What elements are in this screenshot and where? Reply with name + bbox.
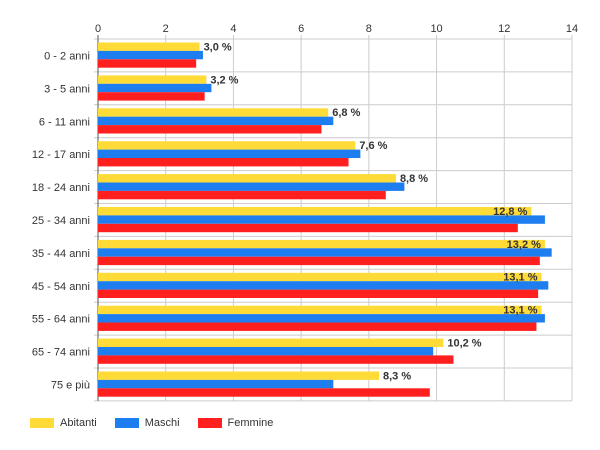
bar-femmine xyxy=(98,256,540,266)
category-label: 3 - 5 anni xyxy=(44,83,90,95)
category-label: 25 - 34 anni xyxy=(32,215,90,227)
bar-maschi xyxy=(98,248,552,257)
legend-label-abitanti: Abitanti xyxy=(60,417,97,429)
y-axis-category-labels: 0 - 2 anni 3 - 5 anni 6 - 11 anni 12 - 17 a… xyxy=(32,50,90,391)
data-label: 3,0 % xyxy=(204,41,232,53)
data-label: 12,8 % xyxy=(493,206,527,218)
category-label: 6 - 11 anni xyxy=(39,116,90,128)
bar-abitanti xyxy=(98,371,380,380)
bar-femmine xyxy=(98,388,430,397)
data-label: 7,6 % xyxy=(359,140,387,152)
bar-abitanti xyxy=(98,174,396,183)
bar-femmine xyxy=(98,190,386,200)
bar-abitanti xyxy=(98,272,542,282)
bar-abitanti xyxy=(98,207,532,216)
grid-lines xyxy=(94,35,573,402)
x-tick-label: 14 xyxy=(566,23,578,35)
bar-abitanti xyxy=(98,141,356,150)
bar-femmine xyxy=(98,289,539,298)
x-tick-label: 10 xyxy=(430,23,442,35)
bar-maschi xyxy=(98,281,549,290)
x-axis-tick-labels: 0 2 4 6 8 10 12 14 xyxy=(95,23,578,35)
bar-femmine xyxy=(98,158,349,167)
data-labels: 3,0 % 3,2 % 6,8 % 7,6 % 8,8 % 12,8 % 13,2 % 13,… xyxy=(204,41,542,382)
bar-abitanti xyxy=(98,108,329,117)
bar-maschi xyxy=(98,149,361,158)
data-label: 13,1 % xyxy=(503,305,537,317)
category-label: 0 - 2 anni xyxy=(44,50,90,62)
legend-label-femmine: Femmine xyxy=(227,417,274,429)
x-tick-label: 6 xyxy=(298,23,304,35)
data-label: 13,2 % xyxy=(507,239,541,251)
bar-femmine xyxy=(98,322,537,331)
bars xyxy=(98,42,552,397)
category-label: 65 - 74 anni xyxy=(32,347,90,359)
data-label: 10,2 % xyxy=(447,338,481,350)
category-label: 45 - 54 anni xyxy=(32,281,90,293)
bar-abitanti xyxy=(98,42,200,51)
category-label: 55 - 64 anni xyxy=(32,314,90,326)
bar-abitanti xyxy=(98,338,444,347)
x-tick-label: 2 xyxy=(163,23,169,35)
bar-femmine xyxy=(98,355,454,364)
x-tick-label: 4 xyxy=(230,23,236,35)
legend-swatch-maschi xyxy=(114,418,139,428)
data-label: 13,1 % xyxy=(503,272,537,284)
bar-femmine xyxy=(98,59,197,68)
data-label: 8,8 % xyxy=(400,173,428,185)
legend-item-maschi: Maschi xyxy=(114,417,180,429)
category-label: 12 - 17 anni xyxy=(32,149,90,161)
bar-abitanti xyxy=(98,305,542,315)
x-tick-label: 12 xyxy=(498,23,510,35)
data-label: 8,3 % xyxy=(383,370,411,382)
bar-maschi xyxy=(98,116,334,126)
legend: Abitanti Maschi Femmine xyxy=(30,417,273,429)
legend-label-maschi: Maschi xyxy=(144,417,180,429)
bar-femmine xyxy=(98,223,518,233)
legend-swatch-abitanti xyxy=(30,418,54,428)
data-label: 6,8 % xyxy=(332,107,360,119)
legend-item-abitanti: Abitanti xyxy=(30,417,97,429)
legend-item-femmine: Femmine xyxy=(197,417,274,429)
bar-abitanti xyxy=(98,75,207,84)
bar-maschi xyxy=(98,215,545,224)
bar-maschi xyxy=(98,83,212,93)
legend-swatch-femmine xyxy=(197,418,222,428)
bar-maschi xyxy=(98,314,545,323)
data-label: 3,2 % xyxy=(210,74,238,86)
bar-maschi xyxy=(98,50,203,60)
bar-maschi xyxy=(98,347,434,356)
category-label: 35 - 44 anni xyxy=(32,248,90,260)
category-label: 75 e più xyxy=(51,379,90,391)
category-label: 18 - 24 anni xyxy=(32,182,90,194)
bar-maschi xyxy=(98,182,405,191)
bar-femmine xyxy=(98,92,205,101)
x-tick-label: 8 xyxy=(366,23,372,35)
bar-maschi xyxy=(98,379,334,389)
bar-abitanti xyxy=(98,239,545,249)
bar-femmine xyxy=(98,125,322,134)
x-tick-label: 0 xyxy=(95,23,101,35)
